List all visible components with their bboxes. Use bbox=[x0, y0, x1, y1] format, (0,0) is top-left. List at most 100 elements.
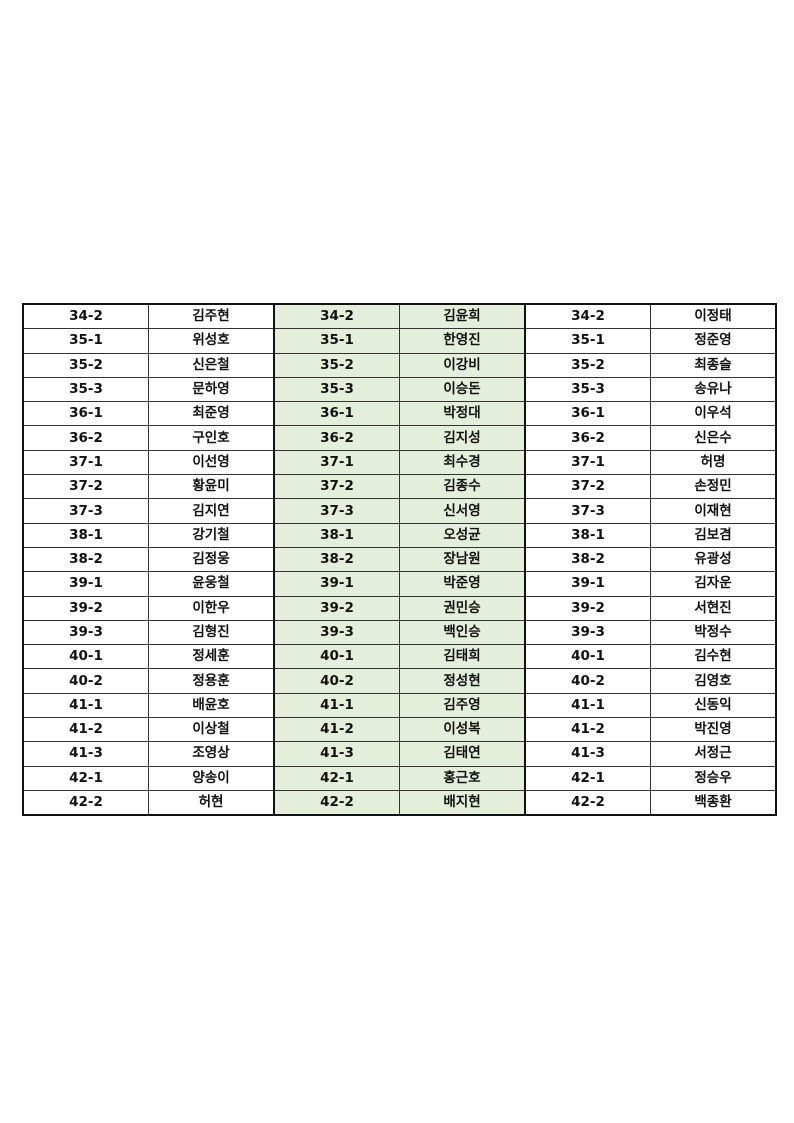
class-number-cell: 35-3 bbox=[22, 376, 149, 403]
class-number-cell: 39-2 bbox=[22, 595, 149, 621]
student-name-cell: 정준영 bbox=[650, 328, 777, 354]
class-number-cell: 35-2 bbox=[524, 352, 651, 378]
student-name-cell: 김영호 bbox=[650, 668, 777, 694]
table-row: 36-2 구인호 36-2 김지성 36-2 신은수 bbox=[22, 425, 777, 451]
table-row: 42-2 허현 42-2 배지현 42-2 백종환 bbox=[22, 789, 777, 816]
table-row: 37-3 김지연 37-3 신서영 37-3 이재현 bbox=[22, 498, 777, 524]
student-name-cell: 정세훈 bbox=[148, 644, 275, 670]
class-number-cell: 41-3 bbox=[22, 741, 149, 767]
class-number-cell: 42-1 bbox=[22, 765, 149, 791]
student-name-cell: 김윤희 bbox=[399, 303, 526, 330]
student-name-cell: 김태연 bbox=[399, 741, 526, 767]
class-number-cell: 37-3 bbox=[273, 498, 400, 524]
student-name-cell: 배지현 bbox=[399, 789, 526, 816]
class-number-cell: 39-1 bbox=[524, 571, 651, 597]
student-name-cell: 김지성 bbox=[399, 425, 526, 451]
table-row: 41-3 조영상 41-3 김태연 41-3 서정근 bbox=[22, 741, 777, 767]
student-name-cell: 조영상 bbox=[148, 741, 275, 767]
class-number-cell: 37-3 bbox=[524, 498, 651, 524]
table-row: 41-1 배윤호 41-1 김주영 41-1 신동익 bbox=[22, 692, 777, 719]
class-number-cell: 40-1 bbox=[22, 644, 149, 670]
class-number-cell: 37-3 bbox=[22, 498, 149, 524]
table-row: 35-1 위성호 35-1 한영진 35-1 정준영 bbox=[22, 328, 777, 354]
student-name-cell: 박정수 bbox=[650, 619, 777, 646]
class-roster-table: 34-2 김주현 34-2 김윤희 34-2 이정태 35-1 위성호 35-1 한영진 35-1 정… bbox=[22, 303, 777, 817]
class-number-cell: 41-3 bbox=[524, 741, 651, 767]
table-row: 34-2 김주현 34-2 김윤희 34-2 이정태 bbox=[22, 303, 777, 330]
student-name-cell: 허명 bbox=[650, 449, 777, 476]
table-row: 36-1 최준영 36-1 박정대 36-1 이우석 bbox=[22, 401, 777, 427]
class-number-cell: 38-2 bbox=[273, 546, 400, 573]
student-name-cell: 황윤미 bbox=[148, 474, 275, 500]
class-number-cell: 36-2 bbox=[524, 425, 651, 451]
student-name-cell: 정용훈 bbox=[148, 668, 275, 694]
class-number-cell: 38-2 bbox=[524, 546, 651, 573]
student-name-cell: 김수현 bbox=[650, 644, 777, 670]
class-number-cell: 40-1 bbox=[524, 644, 651, 670]
table-row: 35-3 문하영 35-3 이승돈 35-3 송유나 bbox=[22, 376, 777, 403]
class-number-cell: 41-2 bbox=[524, 717, 651, 743]
student-name-cell: 이선영 bbox=[148, 449, 275, 476]
student-name-cell: 신동익 bbox=[650, 692, 777, 719]
student-name-cell: 김주현 bbox=[148, 303, 275, 330]
class-number-cell: 35-2 bbox=[22, 352, 149, 378]
student-name-cell: 김보겸 bbox=[650, 522, 777, 548]
class-number-cell: 35-1 bbox=[524, 328, 651, 354]
table-row: 35-2 신은철 35-2 이강비 35-2 최종슬 bbox=[22, 352, 777, 378]
student-name-cell: 정승우 bbox=[650, 765, 777, 791]
class-number-cell: 39-1 bbox=[22, 571, 149, 597]
class-number-cell: 35-1 bbox=[22, 328, 149, 354]
class-number-cell: 34-2 bbox=[22, 303, 149, 330]
table-row: 38-2 김정웅 38-2 장남원 38-2 유광성 bbox=[22, 546, 777, 573]
student-name-cell: 최수경 bbox=[399, 449, 526, 476]
table-row: 39-1 윤웅철 39-1 박준영 39-1 김자운 bbox=[22, 571, 777, 597]
class-number-cell: 42-1 bbox=[524, 765, 651, 791]
class-number-cell: 40-1 bbox=[273, 644, 400, 670]
class-number-cell: 42-2 bbox=[22, 789, 149, 816]
class-number-cell: 39-1 bbox=[273, 571, 400, 597]
table-row: 41-2 이상철 41-2 이성복 41-2 박진영 bbox=[22, 717, 777, 743]
class-number-cell: 35-2 bbox=[273, 352, 400, 378]
class-number-cell: 36-1 bbox=[22, 401, 149, 427]
student-name-cell: 이한우 bbox=[148, 595, 275, 621]
student-name-cell: 김종수 bbox=[399, 474, 526, 500]
student-name-cell: 문하영 bbox=[148, 376, 275, 403]
student-name-cell: 신서영 bbox=[399, 498, 526, 524]
table-row: 37-2 황윤미 37-2 김종수 37-2 손정민 bbox=[22, 474, 777, 500]
class-number-cell: 39-2 bbox=[524, 595, 651, 621]
class-number-cell: 37-2 bbox=[524, 474, 651, 500]
class-number-cell: 34-2 bbox=[524, 303, 651, 330]
class-number-cell: 36-2 bbox=[273, 425, 400, 451]
class-number-cell: 41-2 bbox=[273, 717, 400, 743]
class-number-cell: 35-3 bbox=[273, 376, 400, 403]
student-name-cell: 서정근 bbox=[650, 741, 777, 767]
student-name-cell: 박정대 bbox=[399, 401, 526, 427]
class-number-cell: 38-2 bbox=[22, 546, 149, 573]
student-name-cell: 신은철 bbox=[148, 352, 275, 378]
class-number-cell: 36-2 bbox=[22, 425, 149, 451]
student-name-cell: 김지연 bbox=[148, 498, 275, 524]
class-number-cell: 38-1 bbox=[22, 522, 149, 548]
class-number-cell: 39-3 bbox=[524, 619, 651, 646]
class-number-cell: 41-1 bbox=[273, 692, 400, 719]
student-name-cell: 장남원 bbox=[399, 546, 526, 573]
student-name-cell: 김주영 bbox=[399, 692, 526, 719]
class-number-cell: 41-1 bbox=[22, 692, 149, 719]
class-number-cell: 40-2 bbox=[22, 668, 149, 694]
student-name-cell: 박진영 bbox=[650, 717, 777, 743]
table-row: 39-2 이한우 39-2 권민승 39-2 서현진 bbox=[22, 595, 777, 621]
class-number-cell: 38-1 bbox=[273, 522, 400, 548]
student-name-cell: 이강비 bbox=[399, 352, 526, 378]
student-name-cell: 최종슬 bbox=[650, 352, 777, 378]
table-row: 38-1 강기철 38-1 오성균 38-1 김보겸 bbox=[22, 522, 777, 548]
table-row: 39-3 김형진 39-3 백인승 39-3 박정수 bbox=[22, 619, 777, 646]
student-name-cell: 송유나 bbox=[650, 376, 777, 403]
class-number-cell: 40-2 bbox=[524, 668, 651, 694]
class-number-cell: 42-2 bbox=[524, 789, 651, 816]
student-name-cell: 신은수 bbox=[650, 425, 777, 451]
class-number-cell: 37-1 bbox=[524, 449, 651, 476]
student-name-cell: 김형진 bbox=[148, 619, 275, 646]
student-name-cell: 박준영 bbox=[399, 571, 526, 597]
class-number-cell: 36-1 bbox=[273, 401, 400, 427]
student-name-cell: 백인승 bbox=[399, 619, 526, 646]
